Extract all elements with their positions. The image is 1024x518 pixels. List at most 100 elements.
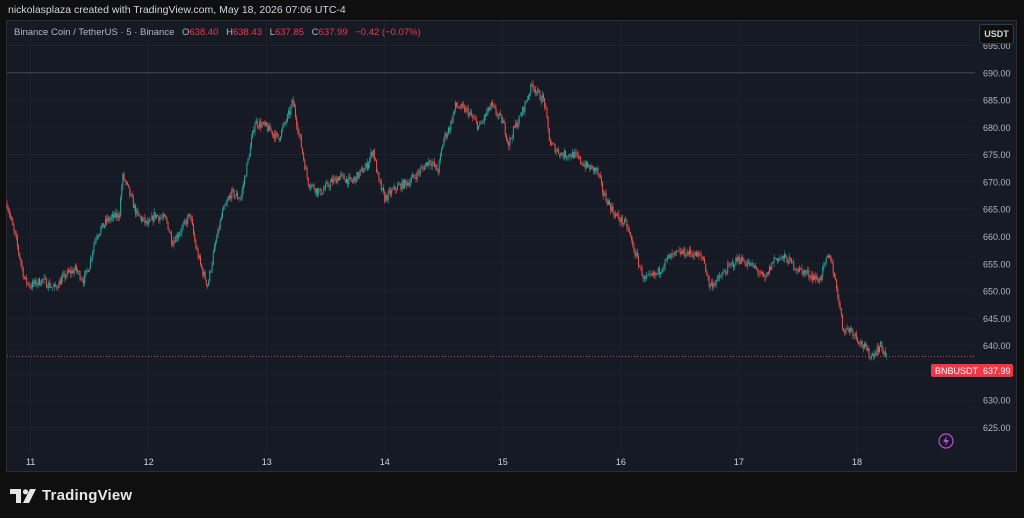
candle-body bbox=[599, 175, 601, 179]
candle-body bbox=[811, 274, 813, 281]
candle-body bbox=[223, 206, 225, 211]
candle-body bbox=[885, 355, 887, 357]
candle-body bbox=[746, 262, 748, 266]
candle-body bbox=[700, 254, 702, 257]
candle-body bbox=[705, 263, 707, 272]
candle-body bbox=[117, 213, 119, 218]
candle-body bbox=[420, 168, 422, 174]
candle-body bbox=[370, 152, 372, 159]
chart-panel[interactable] bbox=[6, 20, 1017, 472]
candle-body bbox=[80, 279, 82, 280]
candle-body bbox=[103, 225, 105, 228]
candle-body bbox=[18, 245, 20, 253]
candle-body bbox=[508, 141, 510, 147]
candle-body bbox=[756, 267, 758, 269]
candle-body bbox=[733, 262, 735, 268]
candle-body bbox=[351, 180, 353, 182]
candle-body bbox=[578, 156, 580, 158]
candle-body bbox=[347, 178, 349, 185]
candle-body bbox=[180, 232, 182, 234]
candle-body bbox=[706, 271, 708, 276]
candle-body bbox=[209, 271, 211, 282]
candle-body bbox=[459, 108, 461, 109]
candle-body bbox=[469, 112, 471, 114]
candle-body bbox=[204, 272, 206, 280]
candle-body bbox=[256, 120, 258, 127]
candle-body bbox=[841, 314, 843, 329]
candle-body bbox=[250, 138, 252, 147]
candle-body bbox=[873, 354, 875, 358]
candle-body bbox=[486, 112, 488, 117]
candle-body bbox=[712, 282, 714, 288]
candle-body bbox=[167, 221, 169, 230]
candle-body bbox=[275, 132, 277, 139]
candle-body bbox=[683, 248, 685, 254]
candle-body bbox=[177, 235, 179, 238]
candle-body bbox=[771, 262, 773, 270]
candle-body bbox=[570, 156, 572, 158]
candle-body bbox=[172, 243, 174, 246]
candle-body bbox=[509, 137, 511, 147]
candle-body bbox=[292, 99, 294, 104]
lightning-icon[interactable] bbox=[938, 433, 954, 449]
candle-body bbox=[100, 227, 102, 234]
candle-body bbox=[562, 155, 564, 158]
candle-body bbox=[839, 303, 841, 309]
candle-body bbox=[82, 280, 84, 284]
candle-body bbox=[485, 115, 487, 117]
candle-body bbox=[874, 352, 876, 358]
candle-body bbox=[60, 278, 62, 285]
currency-button[interactable]: USDT bbox=[979, 24, 1014, 44]
candle-body bbox=[124, 180, 126, 182]
tradingview-logo[interactable]: TradingView bbox=[10, 487, 132, 504]
candle-body bbox=[30, 286, 32, 288]
candle-body bbox=[113, 214, 115, 218]
candle-body bbox=[162, 214, 164, 218]
candle-body bbox=[823, 263, 825, 267]
candle-body bbox=[318, 190, 320, 195]
candle-body bbox=[590, 165, 592, 170]
candle-body bbox=[553, 143, 555, 145]
candle-body bbox=[656, 273, 658, 274]
candle-body bbox=[224, 205, 226, 207]
candle-body bbox=[293, 103, 295, 108]
candle-body bbox=[760, 271, 762, 274]
candle-body bbox=[483, 115, 485, 122]
candle-body bbox=[818, 278, 820, 283]
candle-body bbox=[527, 95, 529, 100]
candle-body bbox=[160, 217, 162, 219]
candle-body bbox=[679, 250, 681, 255]
candle-body bbox=[7, 208, 9, 211]
candle-body bbox=[116, 213, 118, 218]
candle-body bbox=[721, 274, 723, 278]
candle-body bbox=[782, 255, 784, 259]
candle-body bbox=[482, 121, 484, 122]
candle-body bbox=[92, 251, 94, 258]
candle-body bbox=[271, 131, 273, 136]
candle-body bbox=[503, 120, 505, 124]
candle-body bbox=[406, 181, 408, 186]
candle-body bbox=[8, 210, 10, 215]
candle-body bbox=[260, 121, 262, 128]
candle-body bbox=[95, 237, 97, 240]
candle-body bbox=[257, 126, 259, 128]
candle-body bbox=[872, 354, 874, 356]
candle-body bbox=[443, 138, 445, 146]
candle-body bbox=[13, 225, 15, 231]
candle-body bbox=[564, 150, 566, 158]
candle-body bbox=[93, 244, 95, 252]
candle-body bbox=[707, 275, 709, 278]
candle-body bbox=[174, 240, 176, 243]
candle-body bbox=[130, 194, 132, 196]
candle-body bbox=[431, 163, 433, 166]
candle-body bbox=[74, 265, 76, 270]
candle-body bbox=[678, 250, 680, 252]
candle-body bbox=[858, 341, 860, 344]
brand-name: TradingView bbox=[42, 487, 133, 504]
candle-body bbox=[598, 173, 600, 176]
candle-body bbox=[765, 276, 767, 278]
candle-body bbox=[203, 272, 205, 276]
candle-body bbox=[668, 255, 670, 257]
candle-body bbox=[669, 255, 671, 259]
